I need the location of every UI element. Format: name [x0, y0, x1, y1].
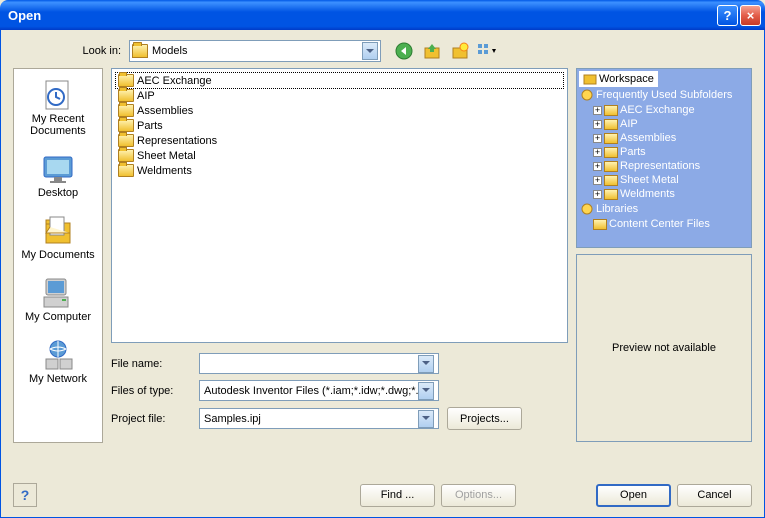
- find-button[interactable]: Find ...: [360, 484, 435, 507]
- expander-icon[interactable]: +: [593, 176, 602, 185]
- tree-item[interactable]: +Assemblies: [579, 131, 749, 145]
- place-recent[interactable]: My Recent Documents: [14, 75, 102, 141]
- expander-icon[interactable]: +: [593, 148, 602, 157]
- tree-item[interactable]: +AEC Exchange: [579, 103, 749, 117]
- gear-icon: [580, 88, 594, 102]
- window-title: Open: [8, 8, 717, 23]
- expander-icon[interactable]: +: [593, 106, 602, 115]
- folder-icon: [118, 74, 134, 87]
- recent-documents-icon: [42, 79, 74, 111]
- filename-label: File name:: [111, 358, 199, 370]
- libraries-icon: [580, 202, 594, 216]
- folder-icon: [118, 149, 134, 162]
- tree-frequently-used[interactable]: Frequently Used Subfolders: [579, 87, 749, 103]
- folder-icon: [604, 175, 618, 186]
- expander-icon[interactable]: +: [593, 190, 602, 199]
- folder-icon: [118, 164, 134, 177]
- tree-libraries[interactable]: Libraries: [579, 201, 749, 217]
- dialog-body: Look in: Models My Recent Docume: [0, 30, 765, 518]
- place-mydocs[interactable]: My Documents: [17, 211, 98, 265]
- expander-icon[interactable]: +: [593, 134, 602, 143]
- file-item[interactable]: Sheet Metal: [116, 148, 563, 163]
- tree-workspace[interactable]: Workspace: [579, 71, 658, 87]
- my-documents-icon: [42, 215, 74, 247]
- projects-button[interactable]: Projects...: [447, 407, 522, 430]
- titlebar: Open ? ×: [0, 0, 765, 30]
- file-item[interactable]: Assemblies: [116, 103, 563, 118]
- chevron-down-icon[interactable]: [418, 355, 434, 373]
- folder-icon: [118, 134, 134, 147]
- file-item[interactable]: Parts: [116, 118, 563, 133]
- back-icon[interactable]: [393, 40, 415, 62]
- file-item[interactable]: Weldments: [116, 163, 563, 178]
- tree-item[interactable]: +Sheet Metal: [579, 173, 749, 187]
- projectfile-label: Project file:: [111, 413, 199, 425]
- places-bar: My Recent Documents Desktop My Documents…: [13, 68, 103, 443]
- folder-icon: [593, 219, 607, 230]
- folder-icon: [604, 133, 618, 144]
- folder-icon: [118, 119, 134, 132]
- tree-item[interactable]: +AIP: [579, 117, 749, 131]
- place-mynetwork[interactable]: My Network: [25, 335, 91, 389]
- preview-text: Preview not available: [612, 342, 716, 354]
- chevron-down-icon[interactable]: [418, 382, 434, 400]
- filetype-label: Files of type:: [111, 385, 199, 397]
- folder-icon: [604, 105, 618, 116]
- my-network-icon: [42, 339, 74, 371]
- options-button: Options...: [441, 484, 516, 507]
- workspace-tree[interactable]: Workspace Frequently Used Subfolders +AE…: [576, 68, 752, 248]
- file-item[interactable]: Representations: [116, 133, 563, 148]
- expander-icon[interactable]: +: [593, 162, 602, 171]
- filetype-combo[interactable]: Autodesk Inventor Files (*.iam;*.idw;*.d…: [199, 380, 439, 401]
- place-mycomputer[interactable]: My Computer: [21, 273, 95, 327]
- projectfile-combo[interactable]: Samples.ipj: [199, 408, 439, 429]
- open-button[interactable]: Open: [596, 484, 671, 507]
- folder-icon: [118, 104, 134, 117]
- expander-icon[interactable]: +: [593, 120, 602, 129]
- lookin-label: Look in:: [63, 45, 121, 57]
- chevron-down-icon[interactable]: [418, 410, 434, 428]
- folder-icon: [118, 89, 134, 102]
- new-folder-icon[interactable]: [449, 40, 471, 62]
- up-one-level-icon[interactable]: [421, 40, 443, 62]
- tree-item[interactable]: Content Center Files: [579, 217, 749, 231]
- folder-icon: [604, 161, 618, 172]
- workspace-icon: [583, 72, 597, 86]
- view-menu-icon[interactable]: [477, 40, 499, 62]
- file-list[interactable]: AEC Exchange AIP Assemblies Parts Repres…: [111, 68, 568, 343]
- help-button[interactable]: ?: [13, 483, 37, 507]
- tree-item[interactable]: +Parts: [579, 145, 749, 159]
- tree-item[interactable]: +Weldments: [579, 187, 749, 201]
- lookin-combo[interactable]: Models: [129, 40, 381, 62]
- titlebar-close-button[interactable]: ×: [740, 5, 761, 26]
- filename-input[interactable]: [199, 353, 439, 374]
- desktop-icon: [42, 153, 74, 185]
- titlebar-help-button[interactable]: ?: [717, 5, 738, 26]
- place-desktop[interactable]: Desktop: [34, 149, 82, 203]
- cancel-button[interactable]: Cancel: [677, 484, 752, 507]
- preview-panel: Preview not available: [576, 254, 752, 442]
- my-computer-icon: [42, 277, 74, 309]
- folder-icon: [604, 147, 618, 158]
- tree-item[interactable]: +Representations: [579, 159, 749, 173]
- folder-icon: [132, 44, 148, 58]
- lookin-value: Models: [152, 45, 187, 57]
- file-item[interactable]: AIP: [116, 88, 563, 103]
- file-item[interactable]: AEC Exchange: [116, 73, 563, 88]
- chevron-down-icon[interactable]: [362, 42, 378, 60]
- folder-icon: [604, 119, 618, 130]
- folder-icon: [604, 189, 618, 200]
